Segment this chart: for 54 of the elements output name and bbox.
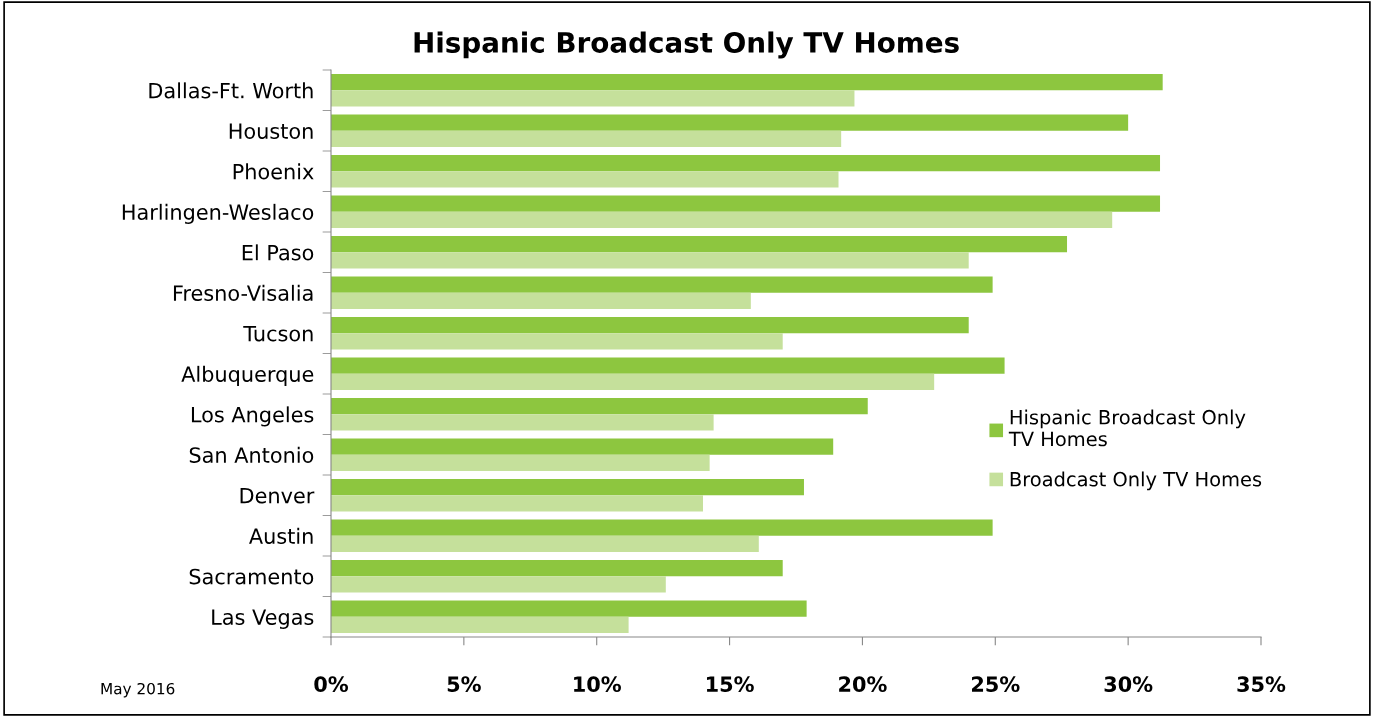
- y-tick-label: Fresno-Visalia: [173, 284, 313, 301]
- y-tick-label: El Paso: [242, 244, 314, 261]
- x-tick-label: 35%: [1237, 676, 1286, 693]
- y-tick-label: Dallas-Ft. Worth: [149, 82, 313, 99]
- x-tick-label: 0%: [314, 676, 349, 693]
- bar: [331, 438, 834, 455]
- bar: [331, 252, 969, 269]
- x-tick-label: 20%: [839, 676, 887, 693]
- y-tick-label: Austin: [249, 527, 313, 544]
- bar: [331, 357, 1005, 374]
- text: May 2016: [101, 682, 175, 698]
- bar: [331, 535, 759, 552]
- y-tick-label: Houston: [229, 123, 313, 139]
- bar: [331, 130, 842, 147]
- x-tick-label: 25%: [972, 676, 1020, 693]
- y-tick-label: Albuquerque: [181, 365, 314, 386]
- bar: [331, 74, 1163, 91]
- bar: [331, 479, 804, 496]
- legend-label: Broadcast Only TV Homes: [1010, 471, 1262, 491]
- bar: [331, 600, 807, 617]
- bar: [331, 114, 1129, 131]
- bar: [331, 495, 703, 512]
- x-tick-label: 30%: [1104, 676, 1153, 693]
- bar: [331, 90, 855, 107]
- y-tick-label: San Antonio: [189, 446, 314, 463]
- bar: [331, 317, 969, 334]
- y-tick-label: Phoenix: [233, 163, 314, 180]
- bar: [331, 276, 993, 293]
- y-tick-label: Denver: [240, 487, 315, 504]
- bar: [331, 454, 710, 471]
- legend-label: Hispanic Broadcast Only TV Homes: [1008, 409, 1246, 447]
- bar: [331, 576, 666, 593]
- y-tick-label: Tucson: [243, 325, 313, 342]
- y-tick-label: Los Angeles: [191, 406, 314, 427]
- bar: [331, 414, 714, 431]
- chart-title: Hispanic Broadcast Only TV Homes: [414, 31, 959, 59]
- bar: [331, 171, 839, 188]
- x-tick-label: 10%: [574, 676, 621, 693]
- bar: [331, 155, 1161, 172]
- bar: [331, 616, 629, 633]
- bar: [331, 292, 751, 309]
- x-tick-label: 15%: [706, 676, 754, 693]
- bar: [331, 373, 935, 390]
- y-tick-label: Sacramento: [189, 568, 314, 585]
- bar: [331, 211, 1113, 228]
- y-tick-label: Harlingen-Weslaco: [122, 203, 314, 224]
- bar: [331, 560, 783, 577]
- bar: [331, 333, 783, 350]
- y-tick-label: Las Vegas: [212, 609, 314, 629]
- bar: [331, 195, 1161, 212]
- bar: [331, 519, 993, 536]
- bar: [331, 236, 1068, 253]
- bar: [331, 398, 868, 415]
- x-tick-label: 5%: [447, 676, 481, 693]
